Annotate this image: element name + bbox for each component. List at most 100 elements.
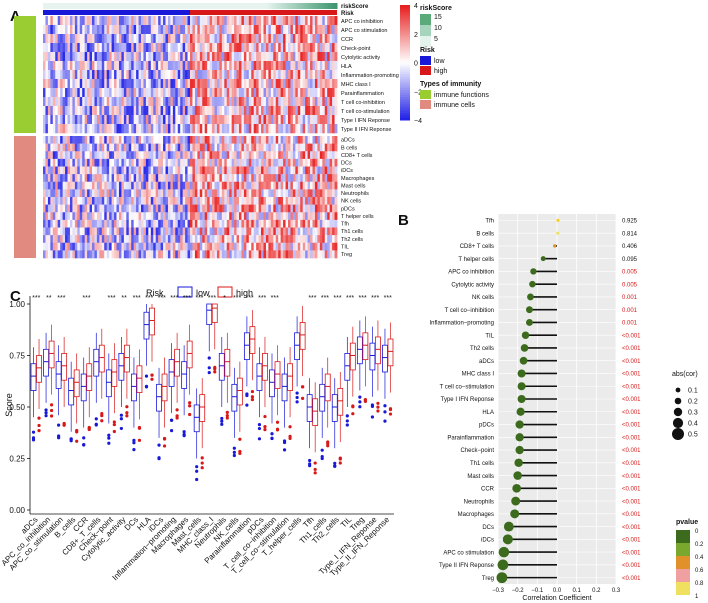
heatmap-cell: [275, 52, 279, 62]
heatmap-cell: [45, 70, 49, 80]
heatmap-cell: [170, 235, 174, 244]
heatmap-cell: [239, 115, 242, 125]
box-significance: ***: [258, 295, 266, 302]
heatmap-cell: [45, 250, 49, 259]
heatmap-cell: [312, 88, 316, 98]
heatmap-cell: [43, 204, 46, 213]
heatmap-cell: [307, 52, 311, 62]
heatmap-cell: [288, 136, 291, 144]
heatmap-cell: [280, 70, 284, 80]
heatmap-cell: [261, 43, 264, 53]
heatmap-cell: [153, 88, 157, 98]
heatmap-cell: [212, 136, 215, 144]
heatmap-cell: [170, 16, 174, 26]
heatmap-cell: [310, 61, 313, 71]
heatmap-cell: [194, 151, 198, 160]
heatmap-cell: [288, 52, 291, 62]
heatmap-cell: [197, 189, 201, 198]
heatmap-cell: [256, 204, 259, 213]
heatmap-cell: [290, 166, 294, 175]
heatmap-cell: [106, 124, 110, 134]
heatmap-cell: [111, 250, 115, 259]
box-rect: [281, 373, 288, 402]
heatmap-scale-step: [400, 78, 410, 82]
heatmap-cell: [268, 70, 272, 80]
heatmap-cell: [43, 25, 46, 35]
heatmap-cell: [138, 52, 142, 62]
lollipop-category-label: T helper cells: [458, 257, 494, 263]
heatmap-cell: [99, 242, 103, 251]
size-legend-title: abs(cor): [672, 371, 698, 378]
heatmap-cell: [234, 124, 237, 134]
heatmap-cell: [111, 16, 115, 26]
heatmap-cell: [305, 227, 308, 236]
heatmap-cell: [214, 52, 218, 62]
heatmap-cell: [96, 227, 100, 236]
heatmap-cell: [180, 158, 184, 167]
heatmap-cell: [275, 61, 279, 71]
heatmap-cell: [317, 136, 321, 144]
heatmap-row-label-function: Parainflammation: [341, 91, 384, 97]
heatmap-cell: [45, 136, 49, 144]
heatmap-cell: [52, 61, 56, 71]
heatmap-cell: [99, 88, 103, 98]
heatmap-cell: [123, 124, 127, 134]
heatmap-cell: [99, 166, 103, 175]
heatmap-cell: [165, 70, 169, 80]
heatmap-cell: [248, 88, 252, 98]
heatmap-cell: [126, 61, 130, 71]
heatmap-cell: [141, 16, 144, 26]
heatmap-cell: [243, 136, 247, 144]
heatmap-cell: [204, 143, 208, 152]
heatmap-row-label-function: APC co stimulation: [341, 28, 387, 34]
heatmap-cell: [265, 204, 269, 213]
heatmap-cell: [141, 212, 144, 221]
heatmap-cell: [116, 79, 120, 89]
heatmap-cell: [114, 174, 117, 183]
heatmap-cell: [133, 189, 137, 198]
heatmap-cell: [185, 88, 188, 98]
heatmap-cell: [224, 189, 228, 198]
heatmap-cell: [297, 151, 301, 160]
heatmap-cell: [199, 70, 203, 80]
box-outlier: [75, 439, 79, 443]
heatmap-cell: [202, 158, 206, 167]
heatmap-cell: [265, 52, 269, 62]
heatmap-scale-step: [400, 110, 410, 114]
lollipop-category-label: T cell co−inhibition: [445, 308, 494, 314]
heatmap-cell: [253, 174, 257, 183]
heatmap-cell: [60, 52, 63, 62]
heatmap-cell: [143, 70, 147, 80]
heatmap-cell: [123, 151, 127, 160]
heatmap-cell: [69, 115, 73, 125]
heatmap-cell: [207, 242, 210, 251]
heatmap-cell: [248, 181, 252, 190]
heatmap-cell: [243, 204, 247, 213]
heatmap-cell: [300, 158, 304, 167]
heatmap-cell: [307, 181, 311, 190]
heatmap-cell: [82, 61, 86, 71]
heatmap-cell: [82, 227, 86, 236]
heatmap-cell: [109, 181, 112, 190]
heatmap-cell: [322, 158, 326, 167]
heatmap-cell: [175, 106, 179, 116]
heatmap-cell: [177, 212, 181, 221]
heatmap-cell: [101, 235, 105, 244]
heatmap-cell: [128, 166, 132, 175]
heatmap-cell: [292, 106, 296, 116]
heatmap-cell: [319, 79, 323, 89]
heatmap-cell: [239, 106, 242, 116]
heatmap-cell: [192, 106, 196, 116]
heatmap-cell: [153, 158, 157, 167]
heatmap-cell: [153, 16, 157, 26]
heatmap-cell: [163, 158, 166, 167]
heatmap-cell: [310, 189, 313, 198]
heatmap-scale-step: [400, 57, 410, 61]
heatmap-scale-step: [400, 92, 410, 96]
heatmap-cell: [334, 227, 338, 236]
heatmap-cell: [241, 151, 245, 160]
heatmap-cell: [317, 181, 321, 190]
heatmap-cell: [312, 97, 316, 107]
risk-score-strip-cell: [278, 3, 280, 9]
heatmap-cell: [224, 204, 228, 213]
